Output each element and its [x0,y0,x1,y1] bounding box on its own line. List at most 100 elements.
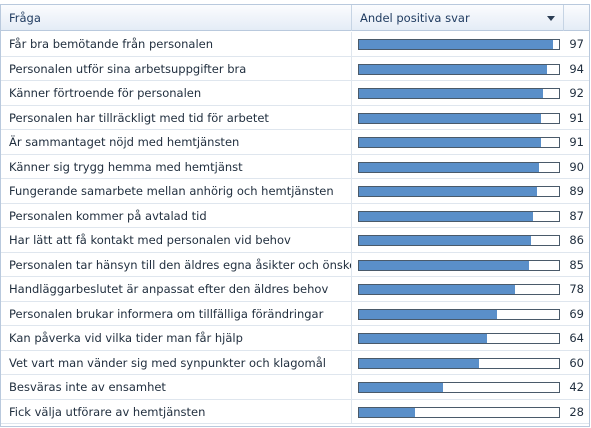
progress-bar-fill [359,309,497,319]
question-cell: Handläggarbeslutet är anpassat efter den… [1,277,352,301]
progress-bar-fill [359,64,547,74]
progress-bar-fill [359,113,541,123]
question-cell: Kan påverka vid vilka tider man får hjäl… [1,326,352,350]
table-row[interactable]: Personalen har tillräckligt med tid för … [1,105,589,130]
bar-cell [352,375,564,399]
bar-cell [352,130,564,154]
bar-cell [352,179,564,203]
progress-bar-fill [359,236,531,245]
question-cell: Vet vart man vänder sig med synpunkter o… [1,350,352,374]
table-row[interactable]: Känner sig trygg hemma med hemtjänst 90 [1,154,589,179]
table-row[interactable]: Fick välja utförare av hemtjänsten 28 [1,399,589,424]
bar-cell [352,228,564,252]
table-row[interactable]: Personalen brukar informera om tillfälli… [1,301,589,326]
progress-bar-fill [359,334,487,343]
value-cell: 91 [569,135,584,149]
question-cell: Känner sig trygg hemma med hemtjänst [1,154,352,178]
progress-bar [358,406,560,418]
value-cell: 85 [569,257,584,272]
progress-bar [358,112,560,124]
value-cell: 89 [569,184,584,198]
progress-bar [358,308,560,320]
value-cell: 90 [569,159,584,174]
bar-cell [352,400,564,424]
grid-body: Får bra bemötande från personalen 97 Perso… [1,32,589,424]
survey-grid: Fråga Andel positiva svar Får bra bemöta… [0,4,590,427]
value-cell: 91 [569,110,584,125]
table-row[interactable]: Känner förtroende för personalen 92 [1,81,589,106]
value-cell: 87 [569,208,584,223]
table-row[interactable]: Personalen utför sina arbetsuppgifter br… [1,56,589,81]
value-cell: 60 [569,355,584,370]
value-cell: 42 [569,380,584,394]
progress-bar [358,161,560,173]
question-cell: Får bra bemötande från personalen [1,32,352,56]
progress-bar-fill [359,162,539,172]
progress-bar-fill [359,40,553,49]
bar-cell [352,81,564,105]
progress-bar-fill [359,211,533,221]
value-cell: 92 [569,86,584,100]
bar-cell [352,351,564,375]
table-row[interactable]: Personalen kommer på avtalad tid 87 [1,203,589,228]
table-row[interactable]: Har lätt att få kontakt med personalen v… [1,228,589,253]
progress-bar [358,137,560,148]
column-header-question[interactable]: Fråga [1,5,352,31]
progress-bar [358,39,560,50]
bar-cell [352,302,564,326]
progress-bar [358,284,560,295]
question-cell: Personalen kommer på avtalad tid [1,203,352,227]
column-header-share[interactable]: Andel positiva svar [352,5,564,31]
progress-bar [358,357,560,369]
question-cell: Har lätt att få kontakt med personalen v… [1,228,352,252]
chevron-down-icon[interactable] [547,16,555,21]
table-row[interactable]: Fungerande samarbete mellan anhörig och … [1,179,589,204]
table-row[interactable]: Kan påverka vid vilka tider man får hjäl… [1,326,589,351]
grid-header: Fråga Andel positiva svar [1,5,589,31]
bar-cell [352,106,564,130]
bar-cell [352,204,564,228]
value-cell: 64 [569,331,584,345]
progress-bar [358,382,560,393]
value-cell: 86 [569,233,584,247]
question-cell: Personalen brukar informera om tillfälli… [1,301,352,325]
progress-bar-fill [359,260,529,270]
progress-bar [358,259,560,271]
progress-bar-fill [359,187,537,196]
bar-cell [352,155,564,179]
table-row[interactable]: Får bra bemötande från personalen 97 [1,32,589,57]
progress-bar-fill [359,138,541,147]
table-row[interactable]: Handläggarbeslutet är anpassat efter den… [1,277,589,302]
progress-bar [358,235,560,246]
question-cell: Besväras inte av ensamhet [1,375,352,399]
progress-bar [358,88,560,99]
question-cell: Känner förtroende för personalen [1,81,352,105]
bar-cell [352,253,564,277]
value-cell: 69 [569,306,584,321]
bar-cell [352,326,564,350]
progress-bar [358,186,560,197]
table-row[interactable]: Vet vart man vänder sig med synpunkter o… [1,350,589,375]
value-cell: 78 [569,282,584,296]
question-cell: Fick välja utförare av hemtjänsten [1,399,352,423]
value-cell: 94 [569,61,584,76]
progress-bar [358,210,560,222]
bar-cell [352,32,564,56]
progress-bar-fill [359,285,515,294]
question-cell: Personalen tar hänsyn till den äldres eg… [1,252,352,276]
progress-bar [358,333,560,344]
question-cell: Personalen utför sina arbetsuppgifter br… [1,56,352,80]
column-header-value [564,5,589,31]
column-header-question-label: Fråga [9,11,41,25]
bar-cell [352,277,564,301]
progress-bar [358,63,560,75]
table-row[interactable]: Är sammantaget nöjd med hemtjänsten 91 [1,130,589,155]
table-row[interactable]: Personalen tar hänsyn till den äldres eg… [1,252,589,277]
value-cell: 97 [569,37,584,51]
progress-bar-fill [359,407,415,417]
progress-bar-fill [359,383,443,392]
table-row[interactable]: Besväras inte av ensamhet 42 [1,375,589,400]
bar-cell [352,57,564,81]
question-cell: Är sammantaget nöjd med hemtjänsten [1,130,352,154]
column-header-share-label: Andel positiva svar [360,11,470,25]
